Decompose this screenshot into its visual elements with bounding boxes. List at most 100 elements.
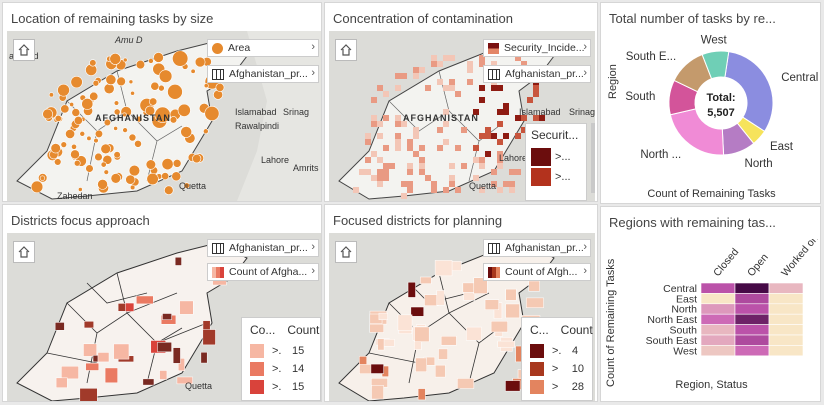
contamination-cell[interactable] (383, 91, 389, 97)
task-marker[interactable] (169, 116, 178, 124)
contamination-cell[interactable] (479, 97, 485, 103)
heatmap-cell[interactable] (768, 303, 804, 315)
contamination-cell[interactable] (521, 61, 527, 67)
map-contamination[interactable]: AFGHANISTAN Islamabad Lahore Quetta Srin… (329, 31, 595, 201)
contamination-cell[interactable] (437, 127, 443, 133)
contamination-cell[interactable] (533, 115, 539, 121)
task-marker[interactable] (158, 69, 173, 83)
contamination-cell[interactable] (479, 157, 485, 163)
layer-chip-boundaries[interactable]: Afghanistan_pr... › (483, 239, 591, 257)
contamination-cell[interactable] (377, 133, 383, 139)
task-marker[interactable] (103, 118, 112, 127)
contamination-cell[interactable] (419, 157, 425, 163)
heatmap-cell[interactable] (734, 334, 770, 346)
contamination-cell[interactable] (377, 157, 383, 163)
task-marker[interactable] (161, 158, 174, 171)
district-shape[interactable] (410, 306, 424, 317)
district-shape[interactable] (457, 378, 475, 389)
task-marker[interactable] (71, 143, 77, 150)
task-marker[interactable] (100, 143, 111, 155)
task-marker[interactable] (79, 130, 86, 137)
contamination-cell[interactable] (515, 133, 521, 139)
heatmap-cell[interactable] (768, 282, 804, 294)
task-marker[interactable] (100, 161, 107, 168)
district-shape[interactable] (83, 343, 97, 357)
district-shape[interactable] (55, 377, 68, 388)
contamination-cell[interactable] (407, 181, 413, 187)
heatmap-cell[interactable] (768, 334, 804, 346)
contamination-cell[interactable] (407, 163, 413, 169)
contamination-cell[interactable] (431, 187, 437, 193)
contamination-cell[interactable] (431, 181, 437, 187)
district-shape[interactable] (440, 335, 457, 346)
district-shape[interactable] (415, 357, 427, 373)
task-marker[interactable] (129, 184, 136, 191)
contamination-cell[interactable] (533, 91, 539, 97)
layer-chip-boundaries[interactable]: Afghanistan_pr... › (207, 239, 319, 257)
task-marker[interactable] (113, 100, 120, 106)
contamination-cell[interactable] (497, 151, 503, 157)
district-shape[interactable] (200, 351, 208, 364)
task-marker[interactable] (69, 102, 75, 107)
contamination-cell[interactable] (503, 103, 509, 109)
task-marker[interactable] (30, 180, 44, 194)
task-marker[interactable] (89, 59, 97, 67)
contamination-cell[interactable] (425, 175, 431, 181)
contamination-cell[interactable] (461, 127, 467, 133)
home-button[interactable] (335, 241, 357, 263)
district-shape[interactable] (490, 320, 508, 333)
home-button[interactable] (13, 39, 35, 61)
district-shape[interactable] (136, 295, 154, 305)
task-marker[interactable] (149, 97, 158, 106)
contamination-cell[interactable] (491, 133, 497, 139)
task-marker[interactable] (103, 83, 115, 95)
contamination-cell[interactable] (497, 157, 503, 163)
contamination-cell[interactable] (503, 133, 509, 139)
task-marker[interactable] (113, 126, 118, 131)
district-shape[interactable] (378, 312, 388, 321)
contamination-cell[interactable] (443, 187, 449, 193)
district-shape[interactable] (172, 347, 181, 364)
contamination-cell[interactable] (443, 85, 449, 91)
task-marker[interactable] (128, 133, 137, 142)
heatmap-cell[interactable] (734, 324, 770, 336)
task-marker[interactable] (105, 74, 117, 86)
task-marker[interactable] (81, 98, 94, 110)
task-marker[interactable] (148, 58, 154, 64)
task-marker[interactable] (97, 179, 108, 190)
heatmap-cell[interactable] (734, 345, 770, 357)
contamination-cell[interactable] (353, 187, 359, 193)
contamination-cell[interactable] (383, 169, 389, 175)
district-shape[interactable] (177, 358, 185, 371)
contamination-cell[interactable] (455, 91, 461, 97)
contamination-cell[interactable] (371, 121, 377, 127)
task-marker[interactable] (125, 174, 136, 185)
home-button[interactable] (335, 39, 357, 61)
task-marker[interactable] (70, 149, 80, 160)
contamination-cell[interactable] (491, 85, 497, 91)
district-shape[interactable] (83, 321, 94, 329)
contamination-cell[interactable] (413, 133, 419, 139)
district-shape[interactable] (104, 367, 118, 384)
contamination-cell[interactable] (419, 169, 425, 175)
district-shape[interactable] (202, 329, 216, 346)
contamination-cell[interactable] (401, 73, 407, 79)
contamination-cell[interactable] (377, 175, 383, 181)
donut-chart[interactable]: Central East North North ... South South E...… (601, 33, 821, 183)
contamination-cell[interactable] (419, 145, 425, 151)
task-marker[interactable] (54, 158, 62, 166)
layer-chip-boundaries[interactable]: Afghanistan_pr... › (207, 65, 319, 83)
task-marker[interactable] (128, 79, 134, 85)
contamination-cell[interactable] (431, 55, 437, 61)
contamination-cell[interactable] (407, 145, 413, 151)
district-shape[interactable] (424, 294, 439, 306)
contamination-cell[interactable] (407, 169, 413, 175)
donut-slice[interactable] (724, 51, 774, 133)
contamination-cell[interactable] (467, 61, 473, 67)
contamination-cell[interactable] (449, 79, 455, 85)
district-shape[interactable] (113, 343, 130, 360)
district-shape[interactable] (414, 326, 430, 342)
task-marker[interactable] (192, 154, 202, 164)
map-focused-districts[interactable]: Afghanistan_pr... › Count of Afgh... › C… (329, 233, 595, 401)
task-marker[interactable] (135, 59, 146, 70)
